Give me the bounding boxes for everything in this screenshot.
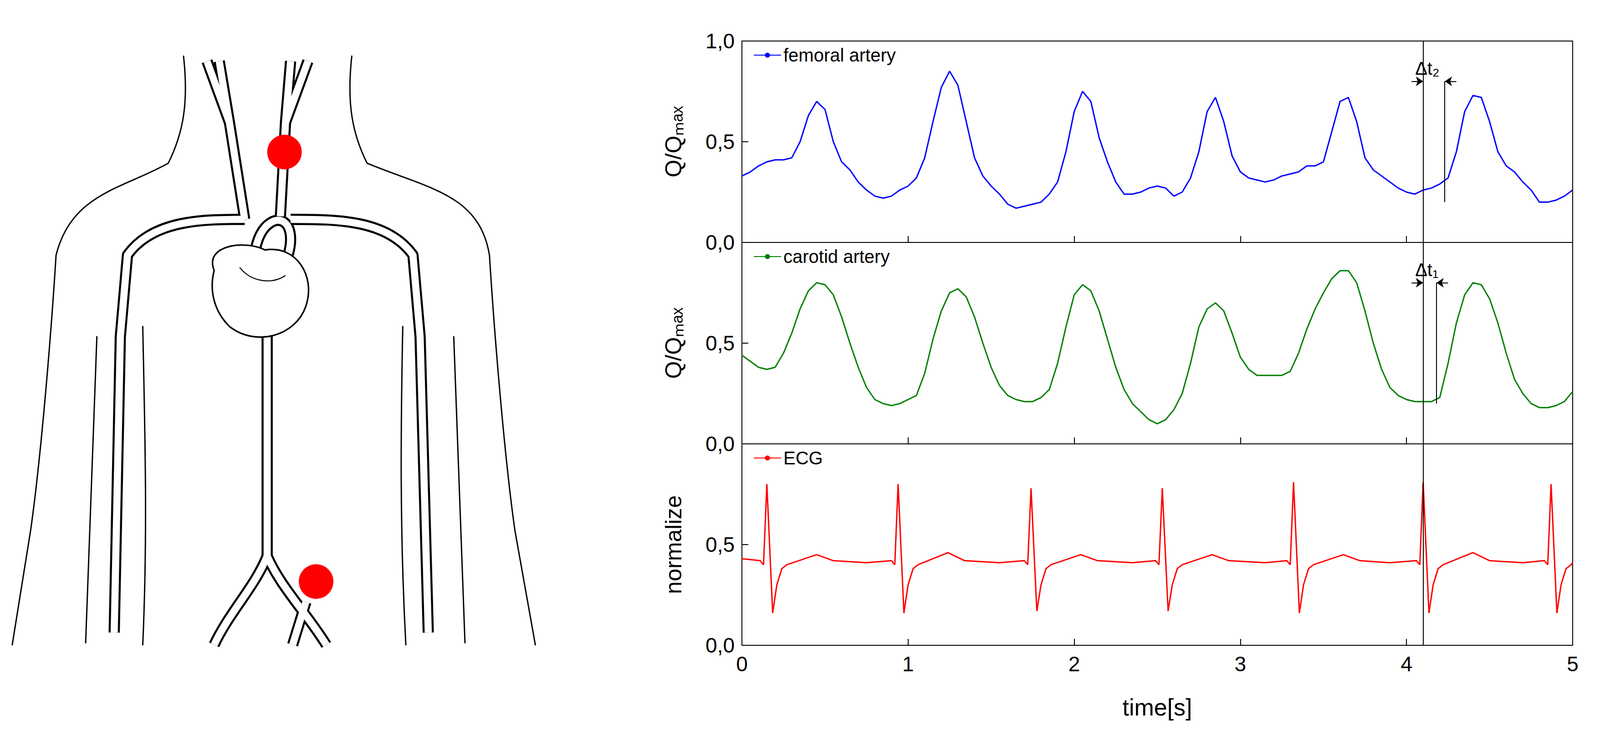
svg-text:0,5: 0,5 bbox=[705, 331, 735, 355]
svg-text:Q/Qₘₐₓ: Q/Qₘₐₓ bbox=[660, 306, 687, 379]
svg-text:0,5: 0,5 bbox=[705, 532, 735, 557]
svg-text:4: 4 bbox=[1400, 651, 1413, 676]
svg-text:0,0: 0,0 bbox=[705, 431, 735, 456]
svg-text:Δt₂: Δt₂ bbox=[1415, 58, 1440, 79]
svg-text:1: 1 bbox=[902, 651, 915, 676]
svg-text:normalize: normalize bbox=[660, 495, 687, 594]
svg-text:0: 0 bbox=[736, 651, 748, 676]
svg-text:2: 2 bbox=[1068, 651, 1081, 676]
svg-text:5: 5 bbox=[1566, 651, 1579, 676]
svg-text:1,0: 1,0 bbox=[705, 29, 735, 53]
svg-text:0,0: 0,0 bbox=[705, 230, 735, 255]
svg-text:Δt₁: Δt₁ bbox=[1415, 259, 1439, 280]
svg-text:3: 3 bbox=[1234, 651, 1247, 676]
svg-text:femoral artery: femoral artery bbox=[783, 45, 896, 66]
svg-text:time[s]: time[s] bbox=[1122, 693, 1192, 721]
svg-text:Q/Qₘₐₓ: Q/Qₘₐₓ bbox=[660, 105, 687, 178]
svg-text:carotid artery: carotid artery bbox=[783, 246, 890, 267]
svg-text:0,0: 0,0 bbox=[705, 633, 735, 657]
svg-text:ECG: ECG bbox=[783, 447, 824, 468]
svg-text:0,5: 0,5 bbox=[705, 129, 735, 154]
